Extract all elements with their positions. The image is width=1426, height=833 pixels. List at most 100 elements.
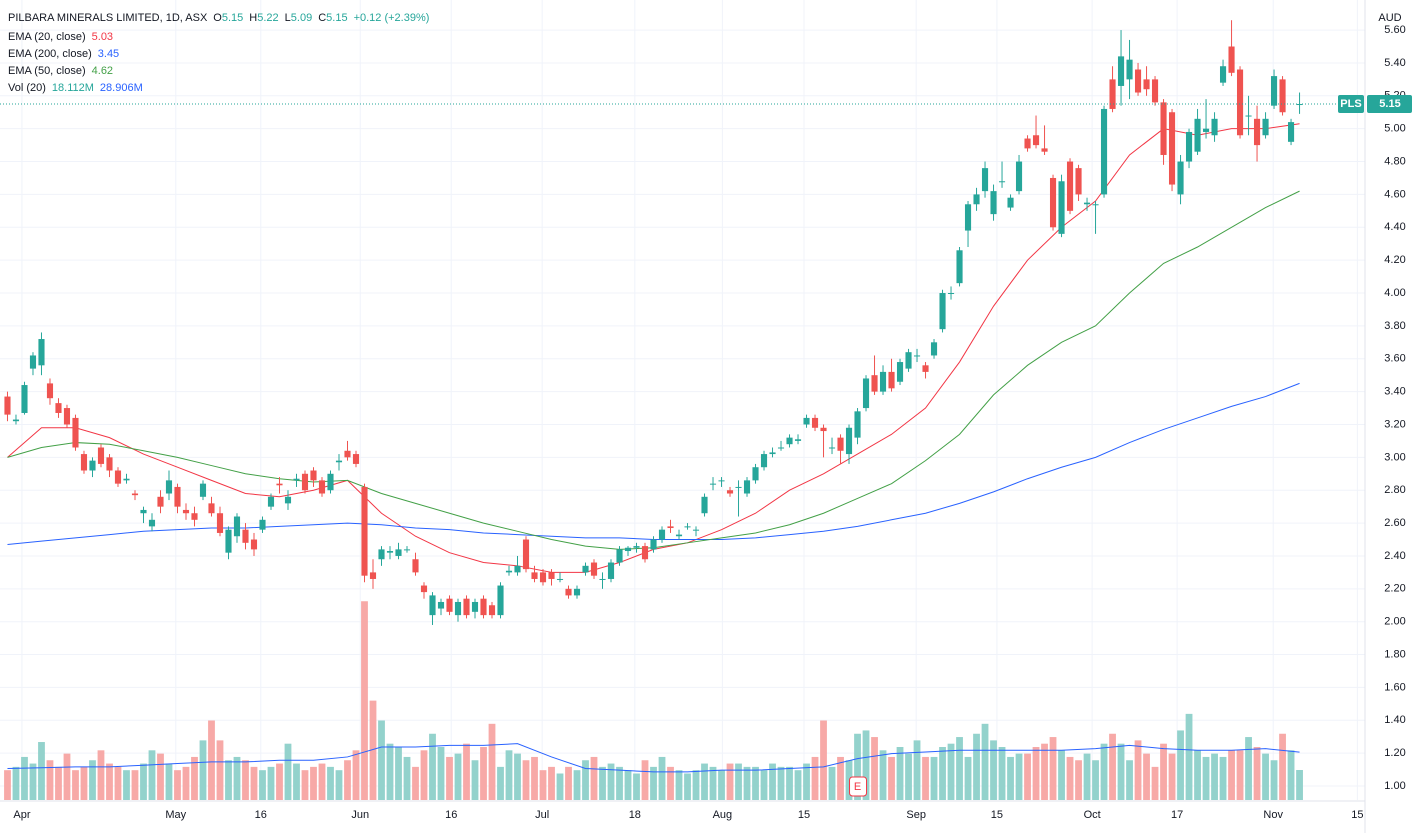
candle-body xyxy=(395,549,402,556)
volume-bar xyxy=(811,756,819,800)
volume-bar xyxy=(1109,733,1116,800)
volume-bar xyxy=(1228,750,1235,800)
ohlc-label: C xyxy=(318,12,326,24)
volume-bar xyxy=(752,766,759,800)
volume-bar xyxy=(1253,746,1261,800)
candle-body xyxy=(752,467,759,481)
y-tick-label: 1.40 xyxy=(1384,714,1405,726)
y-tick-label: 1.00 xyxy=(1384,780,1405,792)
candle-body xyxy=(1109,79,1116,109)
candle-body xyxy=(344,450,351,458)
candle-body xyxy=(1262,118,1269,136)
volume-bar xyxy=(395,746,402,800)
candle-body xyxy=(233,516,241,537)
volume-bar xyxy=(743,766,751,800)
candle-body xyxy=(956,250,963,284)
x-tick-label: Oct xyxy=(1084,809,1101,821)
volume-bar xyxy=(531,756,538,800)
volume-bar xyxy=(573,770,581,800)
x-tick-label: 17 xyxy=(1171,809,1183,821)
y-tick-label: 4.60 xyxy=(1384,188,1405,200)
x-tick-label: 15 xyxy=(1351,809,1363,821)
candle-body xyxy=(709,483,717,485)
candle-body xyxy=(1015,161,1023,192)
volume-bar xyxy=(845,760,853,800)
volume-bar xyxy=(1143,753,1150,800)
volume-bar xyxy=(174,770,181,800)
candle-body xyxy=(871,375,878,392)
volume-bar xyxy=(820,720,827,800)
candle-body xyxy=(1185,131,1193,162)
volume-bar xyxy=(718,770,725,800)
volume-bar xyxy=(191,756,198,800)
candle-body xyxy=(939,293,946,330)
legend-title-row: PILBARA MINERALS LIMITED, 1D, ASX O5.15 H5… xyxy=(8,12,429,24)
volume-bar xyxy=(225,760,232,800)
volume-bar xyxy=(1075,760,1082,800)
candle-body xyxy=(12,419,20,422)
volume-bar xyxy=(63,753,71,800)
volume-bar xyxy=(641,760,649,800)
candle-body xyxy=(1075,168,1082,195)
candle-body xyxy=(803,417,810,425)
volume-bar xyxy=(1177,730,1184,800)
y-tick-label: 4.40 xyxy=(1384,221,1405,233)
candle-body xyxy=(216,513,224,533)
candle-body xyxy=(412,559,419,573)
candle-body xyxy=(565,588,572,596)
indicator-value: 28.906M xyxy=(100,82,143,94)
x-tick-label: Jun xyxy=(351,809,369,821)
volume-bar xyxy=(318,763,326,800)
volume-bar xyxy=(590,756,598,800)
y-tick-label: 2.20 xyxy=(1384,583,1405,595)
volume-bar xyxy=(157,753,164,800)
volume-bar xyxy=(1245,737,1252,800)
volume-bar xyxy=(242,760,249,800)
candle-body xyxy=(429,595,436,616)
candle-body xyxy=(1134,69,1142,93)
volume-bar xyxy=(709,766,717,800)
volume-bar xyxy=(735,763,742,800)
volume-bar xyxy=(199,740,207,800)
volume-bar xyxy=(480,746,487,800)
candle-body xyxy=(930,342,938,356)
candle-body xyxy=(505,570,513,573)
volume-bar xyxy=(599,766,606,800)
candle-body xyxy=(1236,69,1244,136)
y-tick-label: 3.40 xyxy=(1384,386,1405,398)
candle-body xyxy=(1049,177,1057,228)
x-tick-label: 18 xyxy=(629,809,641,821)
candle-body xyxy=(276,483,283,486)
y-tick-label: 3.20 xyxy=(1384,418,1405,430)
x-tick-label: Sep xyxy=(906,809,926,821)
y-tick-label: 4.80 xyxy=(1384,155,1405,167)
candle-body xyxy=(539,572,547,583)
volume-bar xyxy=(607,763,615,800)
earnings-label: E xyxy=(854,781,861,793)
candle-body xyxy=(1126,59,1133,80)
y-tick-label: 3.60 xyxy=(1384,353,1405,365)
volume-bar xyxy=(556,773,564,800)
symbol-label: PLS xyxy=(1340,98,1361,110)
volume-bar xyxy=(208,720,215,800)
volume-bar xyxy=(1270,760,1278,800)
legend: PILBARA MINERALS LIMITED, 1D, ASX O5.15 H5… xyxy=(8,12,429,94)
volume-bar xyxy=(1185,713,1193,800)
volume-bar xyxy=(684,773,691,800)
earnings-marker xyxy=(849,776,868,797)
candle-body xyxy=(369,572,377,579)
candle-body xyxy=(38,339,45,366)
volume-bar xyxy=(973,733,980,800)
candle-body xyxy=(1228,46,1235,73)
candle-body xyxy=(794,439,802,441)
volume-bar xyxy=(514,753,521,800)
x-tick-label: May xyxy=(165,809,186,821)
volume-bar xyxy=(667,766,674,800)
candle-body xyxy=(1160,102,1167,155)
volume-bar xyxy=(930,756,938,800)
candle-body xyxy=(1083,202,1091,205)
candle-body xyxy=(896,362,904,382)
volume-bar xyxy=(182,766,190,800)
candle-body xyxy=(862,378,870,409)
